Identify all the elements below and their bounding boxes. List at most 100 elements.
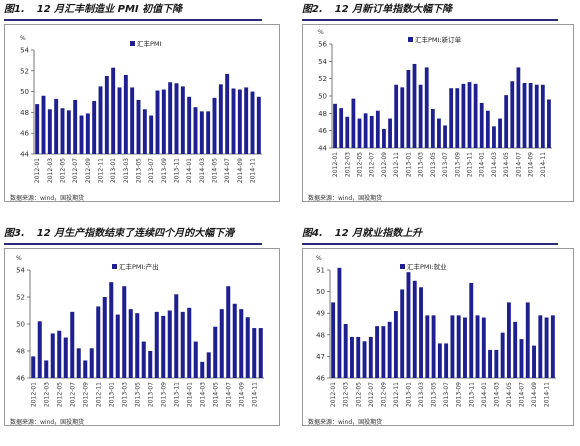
y-tick-label: 46	[318, 127, 327, 135]
bar	[419, 287, 423, 378]
bar	[467, 82, 472, 148]
bar	[155, 90, 160, 154]
bar-chart: % 44 46 48 50 52 54 2012-01 2012-03 2012-05 2012-0…	[4, 24, 280, 202]
bar	[54, 98, 59, 154]
bar	[218, 84, 223, 154]
bar	[76, 348, 81, 378]
bar	[519, 339, 524, 378]
bar	[245, 317, 250, 378]
bar	[492, 126, 496, 148]
bar	[199, 111, 204, 154]
x-tick-label: 2014-03	[199, 158, 206, 183]
legend-label: 汇丰PMI:产出	[119, 262, 159, 271]
bar	[98, 86, 103, 154]
bar	[437, 343, 442, 378]
bar	[500, 332, 505, 378]
x-tick-label: 2013-03	[418, 152, 425, 177]
y-tick-label: 48	[16, 348, 25, 356]
bar	[463, 317, 467, 378]
bar	[128, 309, 133, 378]
bar	[79, 115, 84, 154]
bar	[375, 110, 380, 148]
bar-chart: % 46 48 50 52 54 2012-01 2012-03 2012-05 2012-07 2…	[4, 248, 280, 426]
bar	[400, 87, 405, 148]
bar	[149, 115, 154, 154]
bar	[351, 98, 356, 148]
bar	[85, 113, 90, 154]
bar	[381, 326, 386, 378]
bar	[174, 294, 179, 378]
figure-caption: 图2. 12 月新订单指数大幅下降	[302, 2, 558, 21]
bar	[225, 73, 230, 154]
x-tick-label: 2013-07	[148, 158, 155, 183]
bar	[252, 328, 257, 378]
y-tick-label: 46	[16, 375, 25, 383]
x-tick-label: 2012-01	[330, 382, 337, 407]
bar	[239, 309, 244, 378]
bar	[109, 282, 114, 378]
bar	[455, 88, 460, 148]
bar	[206, 352, 211, 378]
bar	[475, 315, 480, 378]
x-tick-label: 2012-09	[380, 382, 387, 407]
x-tick-label: 2013-11	[173, 382, 180, 407]
bar	[213, 326, 218, 378]
bar	[89, 348, 94, 378]
x-tick-label: 2014-07	[515, 152, 522, 177]
bar	[363, 113, 368, 148]
bar	[510, 81, 515, 148]
bar	[345, 116, 350, 148]
bar	[70, 311, 75, 378]
bar	[412, 63, 417, 148]
y-tick-label: 52	[20, 67, 29, 75]
x-tick-label: 2013-09	[454, 152, 461, 177]
bar	[343, 324, 348, 378]
bar	[504, 95, 509, 148]
x-tick-label: 2014-09	[528, 152, 535, 177]
bar	[412, 280, 417, 378]
x-tick-label: 2013-05	[136, 158, 143, 183]
x-tick-label: 2012-03	[47, 158, 54, 183]
legend-label: 汇丰PMI:新订单	[415, 35, 462, 44]
bar	[418, 84, 423, 148]
x-tick-label: 2014-03	[493, 382, 500, 407]
legend-swatch	[408, 37, 413, 42]
y-tick-label: 50	[20, 88, 29, 96]
x-tick-label: 2012-05	[357, 152, 364, 177]
bar	[461, 83, 466, 148]
x-tick-label: 2014-11	[540, 152, 547, 177]
bar	[122, 286, 127, 378]
bar	[83, 360, 88, 378]
bar	[357, 118, 362, 148]
bar	[498, 118, 502, 148]
y-axis-unit: %	[16, 255, 22, 262]
x-tick-label: 2012-09	[85, 158, 92, 183]
bar	[406, 70, 411, 148]
bar	[161, 315, 166, 378]
x-tick-label: 2012-07	[369, 152, 376, 177]
chart-area: % 44 46 48 50 52 54 2012-01 2012-03 2012-05 2012-0…	[4, 24, 280, 202]
bar	[50, 333, 55, 378]
bar	[92, 100, 97, 154]
bar	[424, 67, 429, 148]
y-axis-unit: %	[20, 35, 26, 42]
bar	[200, 361, 205, 378]
bar	[339, 108, 344, 148]
x-tick-label: 2014-05	[503, 152, 510, 177]
source-note: 数据来源：wind，国投期货	[10, 195, 85, 202]
x-tick-label: 2012-03	[343, 382, 350, 407]
bar	[148, 351, 153, 378]
x-tick-label: 2013-09	[161, 158, 168, 183]
bar	[168, 82, 173, 154]
bar	[532, 345, 536, 378]
x-tick-label: 2012-07	[368, 382, 375, 407]
y-tick-label: 54	[20, 47, 29, 55]
x-tick-label: 2013-07	[442, 152, 449, 177]
bar	[187, 307, 192, 378]
y-tick-label: 48	[316, 331, 325, 339]
y-tick-label: 50	[316, 288, 325, 296]
bar	[135, 313, 140, 378]
bar	[485, 110, 490, 148]
bar	[193, 341, 198, 378]
x-tick-label: 2014-03	[491, 152, 498, 177]
